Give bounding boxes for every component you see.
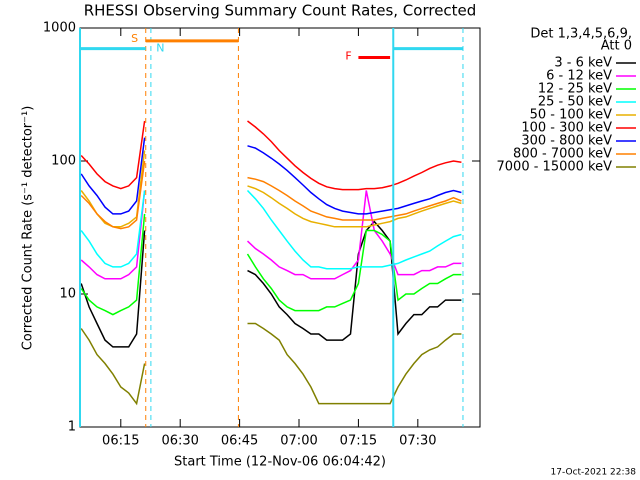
legend-label: 50 - 100 keV	[530, 108, 613, 123]
series-line	[80, 160, 462, 230]
annotation: N	[156, 42, 164, 55]
x-tick-label: 06:15	[102, 434, 139, 449]
series-line	[80, 137, 462, 215]
legend-label: 300 - 800 keV	[521, 134, 612, 149]
legend-label: 800 - 7000 keV	[513, 147, 612, 162]
legend-label: 100 - 300 keV	[521, 121, 612, 136]
x-tick-label: 07:15	[340, 434, 377, 449]
annotation: S	[131, 32, 138, 45]
y-tick-label: 100	[51, 154, 76, 169]
series-line	[80, 322, 462, 406]
y-tick-label: 10	[59, 287, 76, 302]
y-tick-label: 1	[68, 420, 76, 435]
x-tick-label: 07:30	[399, 434, 436, 449]
x-axis-label: Start Time (12-Nov-06 06:04:42)	[174, 455, 386, 470]
series-line	[80, 120, 462, 191]
legend-label: 25 - 50 keV	[538, 95, 612, 110]
timestamp: 17-Oct-2021 22:38	[551, 468, 637, 478]
chart-title: RHESSI Observing Summary Count Rates, Co…	[84, 2, 477, 20]
series-line	[80, 189, 462, 270]
x-tick-label: 06:30	[161, 434, 198, 449]
legend-title: Det 1,3,4,5,6,9,	[530, 27, 632, 42]
x-tick-label: 06:45	[221, 434, 258, 449]
y-tick-label: 1000	[43, 21, 76, 36]
series-line	[80, 213, 462, 316]
y-axis-label: Corrected Count Rate (s⁻¹ detector⁻¹)	[21, 106, 36, 351]
legend-label: 7000 - 15000 keV	[497, 160, 613, 175]
legend-label: 3 - 6 keV	[554, 56, 612, 71]
x-tick-label: 07:00	[280, 434, 317, 449]
legend-title: Att 0	[601, 39, 632, 54]
legend-label: 12 - 25 keV	[538, 82, 612, 97]
annotation: F	[345, 50, 351, 63]
legend-label: 6 - 12 keV	[546, 69, 612, 84]
series-line	[80, 220, 462, 348]
series-line	[80, 190, 462, 280]
